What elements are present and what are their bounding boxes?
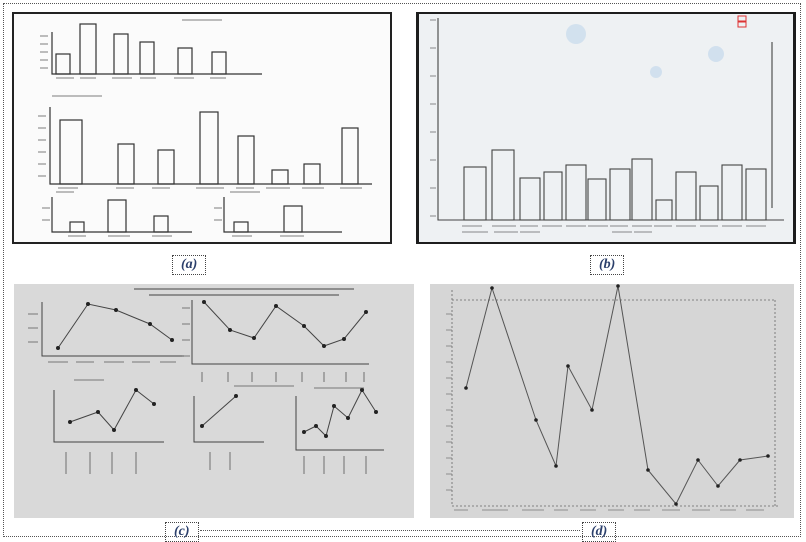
panel-b-drawing	[419, 14, 793, 242]
caption-b: (b)	[590, 255, 625, 275]
panel-d-photo	[430, 284, 794, 518]
figure-frame	[3, 3, 801, 537]
caption-d: (d)	[582, 522, 617, 542]
panel-c-drawing	[28, 288, 384, 474]
panel-a-drawing	[14, 14, 390, 242]
panel-d-drawing	[446, 284, 780, 511]
panel-c-photo	[14, 284, 414, 518]
panel-a-photo	[12, 12, 392, 244]
caption-line	[200, 530, 580, 531]
caption-a: (a)	[172, 255, 207, 275]
caption-c: (c)	[165, 522, 199, 542]
panel-b-photo	[416, 12, 796, 244]
